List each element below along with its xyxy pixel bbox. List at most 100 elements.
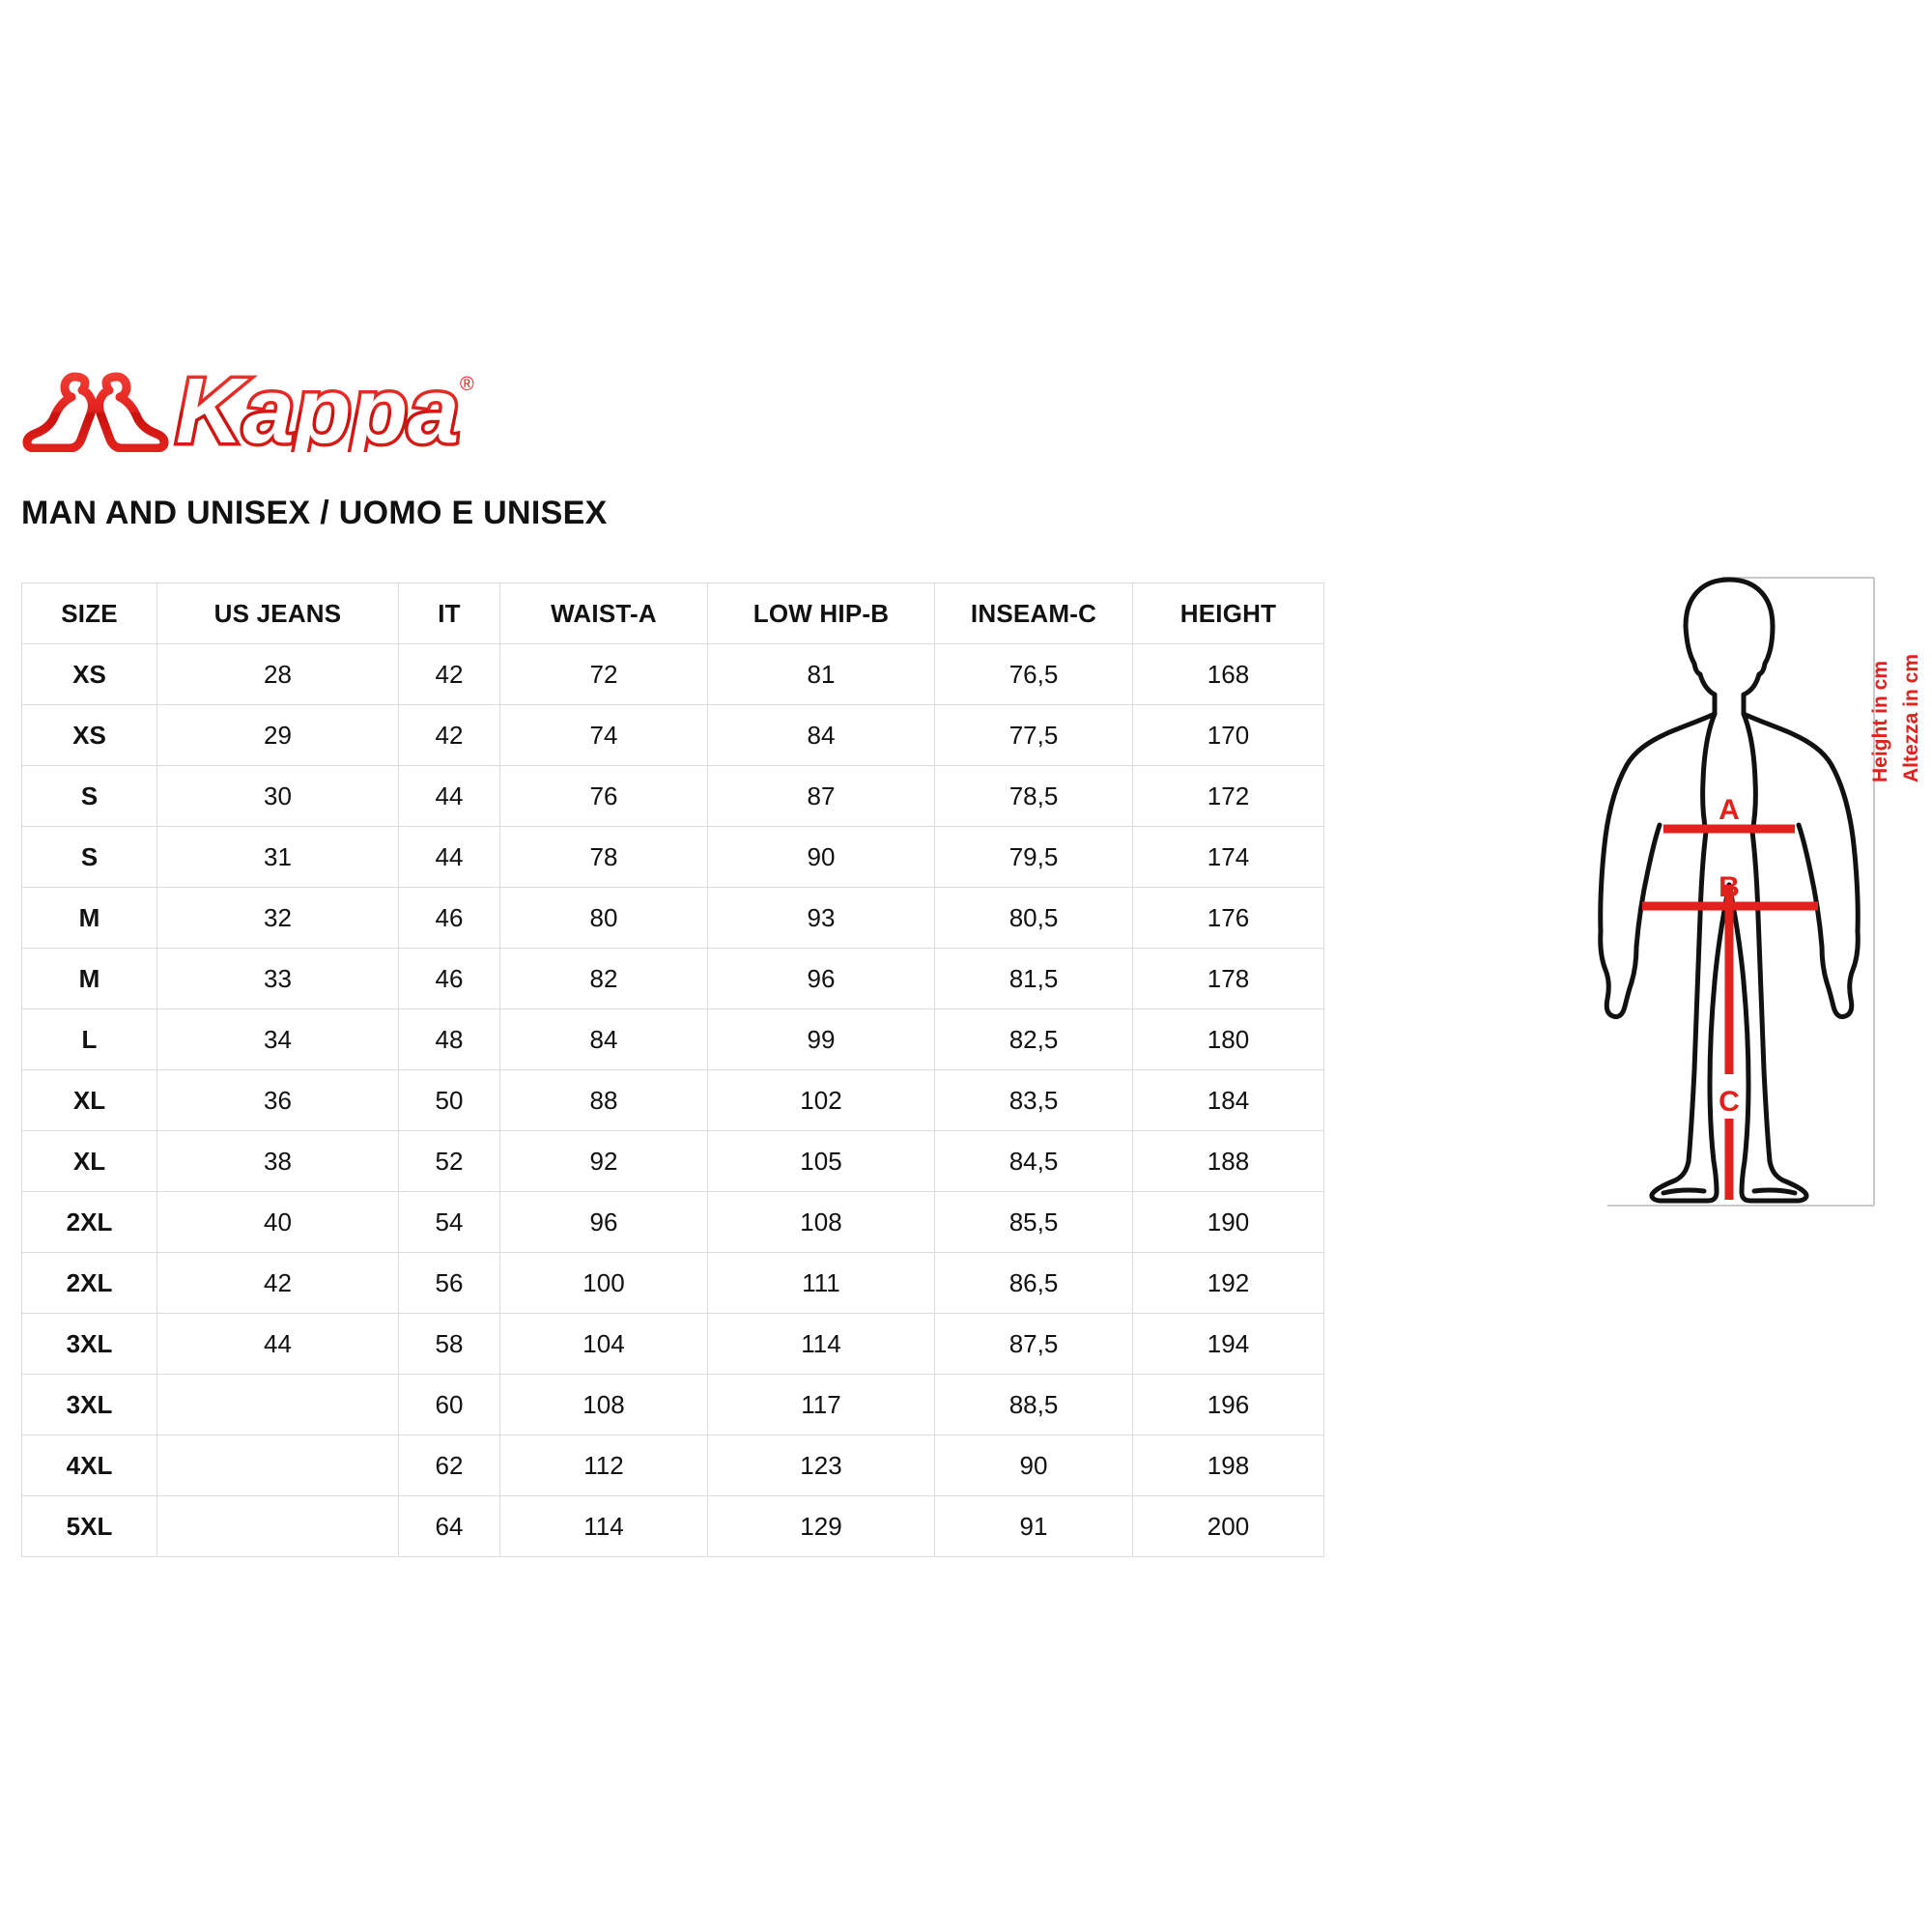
cell-us-jeans: 30 bbox=[156, 765, 399, 827]
cell-size: 2XL bbox=[21, 1252, 157, 1314]
cell-us-jeans: 38 bbox=[156, 1130, 399, 1192]
kappa-logo-svg: Kappa ® bbox=[22, 357, 474, 452]
cell-waist: 78 bbox=[499, 826, 708, 888]
table-row: 4XL 62 112 123 90 198 bbox=[21, 1435, 1324, 1496]
cell-low-hip: 111 bbox=[707, 1252, 935, 1314]
table-row: XS 29 42 74 84 77,5 170 bbox=[21, 704, 1324, 766]
cell-low-hip: 93 bbox=[707, 887, 935, 949]
table-row: XS 28 42 72 81 76,5 168 bbox=[21, 643, 1324, 705]
size-chart-body: XS 28 42 72 81 76,5 168 XS 29 42 74 84 77,5 170 S 30 44 7… bbox=[21, 643, 1324, 1557]
table-row: 2XL 42 56 100 111 86,5 192 bbox=[21, 1252, 1324, 1314]
cell-inseam: 90 bbox=[934, 1435, 1133, 1496]
cell-us-jeans: 34 bbox=[156, 1009, 399, 1070]
kappa-omini-icon bbox=[22, 372, 169, 452]
table-row: M 32 46 80 93 80,5 176 bbox=[21, 887, 1324, 949]
registered-mark-icon: ® bbox=[460, 374, 474, 395]
cell-us-jeans: 36 bbox=[156, 1069, 399, 1131]
cell-us-jeans bbox=[156, 1435, 399, 1496]
cell-low-hip: 90 bbox=[707, 826, 935, 888]
cell-it: 56 bbox=[398, 1252, 500, 1314]
cell-inseam: 78,5 bbox=[934, 765, 1133, 827]
cell-inseam: 87,5 bbox=[934, 1313, 1133, 1375]
cell-inseam: 83,5 bbox=[934, 1069, 1133, 1131]
cell-size: S bbox=[21, 826, 157, 888]
kappa-wordmark: Kappa bbox=[176, 359, 459, 452]
cell-inseam: 85,5 bbox=[934, 1191, 1133, 1253]
table-row: XL 36 50 88 102 83,5 184 bbox=[21, 1069, 1324, 1131]
cell-size: M bbox=[21, 948, 157, 1009]
cell-waist: 80 bbox=[499, 887, 708, 949]
height-label-italian: Altezza in cm bbox=[1900, 653, 1922, 782]
cell-it: 50 bbox=[398, 1069, 500, 1131]
cell-height: 194 bbox=[1132, 1313, 1324, 1375]
page-title: MAN AND UNISEX / UOMO E UNISEX bbox=[21, 495, 608, 531]
column-header-inseam: INSEAM-C bbox=[934, 582, 1133, 644]
body-measurement-diagram: A B C bbox=[1546, 537, 1913, 1242]
cell-it: 44 bbox=[398, 765, 500, 827]
cell-waist: 74 bbox=[499, 704, 708, 766]
height-bracket bbox=[1607, 577, 1875, 1207]
cell-us-jeans: 33 bbox=[156, 948, 399, 1009]
cell-waist: 84 bbox=[499, 1009, 708, 1070]
cell-height: 196 bbox=[1132, 1374, 1324, 1435]
cell-low-hip: 123 bbox=[707, 1435, 935, 1496]
cell-height: 174 bbox=[1132, 826, 1324, 888]
cell-us-jeans: 29 bbox=[156, 704, 399, 766]
cell-it: 46 bbox=[398, 948, 500, 1009]
cell-us-jeans: 40 bbox=[156, 1191, 399, 1253]
cell-size: M bbox=[21, 887, 157, 949]
cell-low-hip: 114 bbox=[707, 1313, 935, 1375]
cell-low-hip: 81 bbox=[707, 643, 935, 705]
size-chart-container: SIZE US JEANS IT WAIST-A LOW HIP-B INSEA… bbox=[21, 582, 1324, 1557]
column-header-size: SIZE bbox=[21, 582, 157, 644]
cell-it: 48 bbox=[398, 1009, 500, 1070]
table-row: 3XL 44 58 104 114 87,5 194 bbox=[21, 1313, 1324, 1375]
cell-inseam: 91 bbox=[934, 1495, 1133, 1557]
table-row: 3XL 60 108 117 88,5 196 bbox=[21, 1374, 1324, 1435]
cell-waist: 96 bbox=[499, 1191, 708, 1253]
cell-inseam: 84,5 bbox=[934, 1130, 1133, 1192]
column-header-us-jeans: US JEANS bbox=[156, 582, 399, 644]
cell-waist: 114 bbox=[499, 1495, 708, 1557]
cell-height: 190 bbox=[1132, 1191, 1324, 1253]
cell-waist: 82 bbox=[499, 948, 708, 1009]
body-figure-svg: A B C bbox=[1598, 577, 1875, 1207]
cell-us-jeans: 42 bbox=[156, 1252, 399, 1314]
cell-low-hip: 129 bbox=[707, 1495, 935, 1557]
cell-height: 178 bbox=[1132, 948, 1324, 1009]
size-chart-table: SIZE US JEANS IT WAIST-A LOW HIP-B INSEA… bbox=[21, 582, 1324, 1557]
cell-size: XS bbox=[21, 643, 157, 705]
cell-it: 62 bbox=[398, 1435, 500, 1496]
cell-height: 184 bbox=[1132, 1069, 1324, 1131]
cell-waist: 112 bbox=[499, 1435, 708, 1496]
column-header-it: IT bbox=[398, 582, 500, 644]
cell-it: 58 bbox=[398, 1313, 500, 1375]
cell-low-hip: 108 bbox=[707, 1191, 935, 1253]
cell-low-hip: 105 bbox=[707, 1130, 935, 1192]
cell-low-hip: 117 bbox=[707, 1374, 935, 1435]
cell-low-hip: 84 bbox=[707, 704, 935, 766]
cell-it: 64 bbox=[398, 1495, 500, 1557]
cell-height: 188 bbox=[1132, 1130, 1324, 1192]
table-row: S 31 44 78 90 79,5 174 bbox=[21, 826, 1324, 888]
cell-height: 176 bbox=[1132, 887, 1324, 949]
table-row: 5XL 64 114 129 91 200 bbox=[21, 1495, 1324, 1557]
cell-size: 2XL bbox=[21, 1191, 157, 1253]
cell-inseam: 77,5 bbox=[934, 704, 1133, 766]
cell-us-jeans: 28 bbox=[156, 643, 399, 705]
cell-inseam: 76,5 bbox=[934, 643, 1133, 705]
cell-size: 3XL bbox=[21, 1313, 157, 1375]
cell-it: 60 bbox=[398, 1374, 500, 1435]
cell-inseam: 79,5 bbox=[934, 826, 1133, 888]
cell-inseam: 82,5 bbox=[934, 1009, 1133, 1070]
cell-height: 170 bbox=[1132, 704, 1324, 766]
cell-us-jeans: 31 bbox=[156, 826, 399, 888]
measure-label-c: C bbox=[1719, 1086, 1740, 1118]
column-header-height: HEIGHT bbox=[1132, 582, 1324, 644]
cell-it: 42 bbox=[398, 643, 500, 705]
table-row: M 33 46 82 96 81,5 178 bbox=[21, 948, 1324, 1009]
cell-it: 44 bbox=[398, 826, 500, 888]
height-label-english: Height in cm bbox=[1869, 660, 1891, 782]
cell-us-jeans bbox=[156, 1374, 399, 1435]
cell-height: 180 bbox=[1132, 1009, 1324, 1070]
